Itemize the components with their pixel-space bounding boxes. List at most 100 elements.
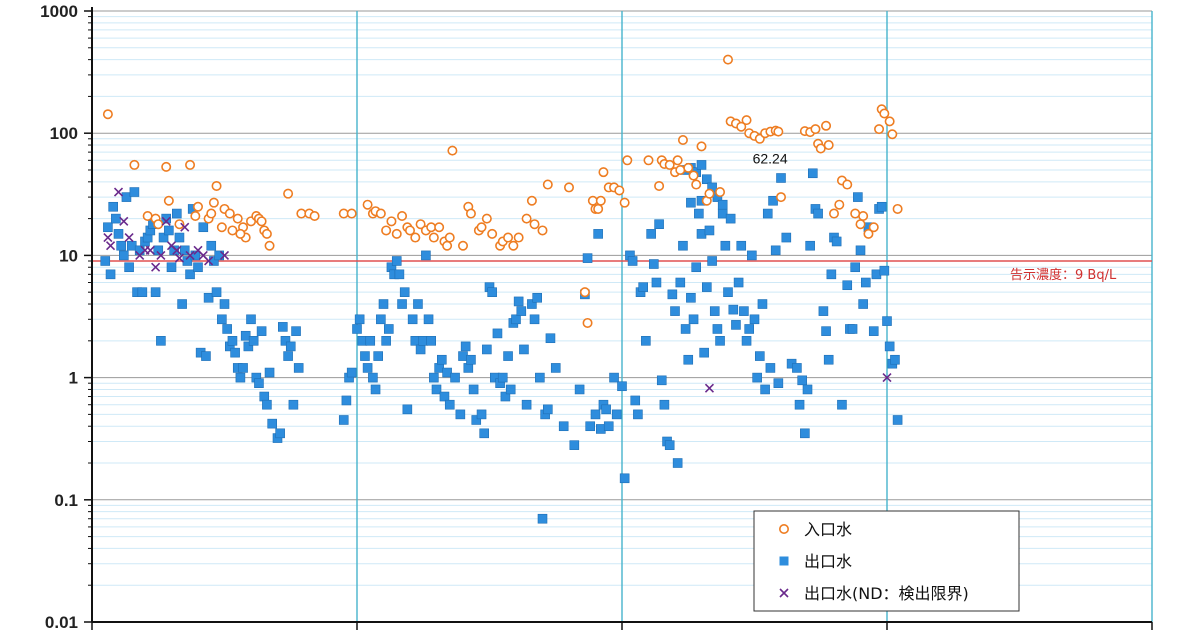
inlet-point — [206, 208, 217, 219]
outlet-point — [421, 250, 431, 261]
outlet-point — [471, 415, 482, 425]
inlet-point — [391, 228, 402, 239]
outlet-point — [805, 240, 815, 251]
outlet-point — [166, 262, 177, 273]
outlet-point — [482, 344, 492, 355]
outlet-point — [757, 299, 768, 309]
inlet-point — [375, 208, 386, 219]
nd-point — [145, 245, 155, 255]
outlet-point — [116, 240, 126, 251]
outlet-point — [370, 384, 381, 395]
annotations: 62.24 — [753, 150, 788, 166]
inlet-point — [362, 199, 373, 210]
nd-point — [151, 262, 161, 272]
outlet-point — [818, 306, 829, 316]
inlet-point — [163, 195, 174, 206]
outlet-point — [487, 287, 497, 297]
outlet-point — [707, 256, 717, 266]
outlet-point — [156, 336, 166, 346]
outlet-point — [285, 341, 296, 352]
inlet-point — [174, 219, 185, 230]
inlet-point — [775, 192, 786, 203]
outlet-point — [760, 384, 770, 395]
inlet-point — [675, 164, 686, 175]
inlet-point — [884, 116, 895, 127]
inlet-point — [664, 159, 675, 170]
inlet-point — [235, 228, 246, 239]
outlet-point — [503, 351, 513, 361]
inlet-point — [736, 121, 747, 132]
inlet-point — [309, 211, 320, 222]
outlet-point — [246, 314, 256, 325]
outlet-point — [111, 213, 121, 224]
outlet-point — [686, 197, 696, 208]
outlet-point — [410, 336, 421, 346]
inlet-point — [338, 208, 349, 219]
inlet-point — [447, 145, 458, 156]
inlet-point — [858, 211, 869, 222]
outlet-point — [667, 289, 678, 300]
outlet-point — [853, 192, 863, 202]
inlet-point — [868, 222, 879, 233]
inlet-point — [879, 108, 890, 119]
outlet-point — [362, 363, 373, 373]
outlet-point — [376, 314, 386, 325]
inlet-point — [211, 180, 222, 191]
outlet-point — [619, 473, 630, 484]
outlet-point — [794, 399, 805, 410]
y-tick-label: 0.01 — [45, 613, 78, 630]
inlet-point — [193, 201, 204, 212]
inlet-point — [142, 211, 153, 222]
outlet-point — [739, 306, 749, 316]
inlet-point — [404, 225, 415, 236]
reference-line-label: 告示濃度：9 Bq/L — [1010, 267, 1117, 283]
inlet-point — [232, 213, 243, 224]
outlet-point — [399, 287, 410, 297]
y-tick-label: 1 — [69, 369, 78, 388]
outlet-point — [240, 330, 251, 341]
outlet-point — [686, 292, 696, 303]
outlet-point — [882, 316, 892, 326]
outlet-point — [394, 269, 405, 280]
inlet-point — [102, 109, 113, 120]
outlet-point — [280, 336, 291, 346]
inlet-point — [821, 120, 832, 131]
outlet-point — [558, 421, 569, 432]
inlet-point — [688, 170, 699, 181]
inlet-point — [834, 199, 845, 210]
outlet-point — [254, 378, 264, 388]
outlet-point — [807, 168, 818, 179]
outlet-point — [683, 354, 694, 365]
outlet-point — [516, 306, 527, 316]
outlet-point — [198, 222, 209, 233]
legend-label: 出口水(ND：検出限界) — [804, 584, 969, 603]
outlet-point — [694, 208, 704, 219]
inlet-point — [874, 124, 885, 135]
outlet-point — [365, 336, 376, 346]
inlet-point — [722, 54, 733, 65]
outlet-point — [511, 314, 521, 325]
outlet-point — [129, 187, 140, 197]
outlet-point — [712, 324, 723, 334]
inlet-point — [529, 219, 540, 230]
outlet-point — [108, 201, 118, 212]
outlet-point — [823, 354, 834, 365]
inlet-point — [850, 208, 861, 219]
outlet-point — [450, 372, 460, 383]
outlet-point — [256, 326, 267, 336]
outlet-point — [352, 324, 362, 334]
outlet-point — [648, 259, 659, 269]
outlet-point — [179, 245, 190, 256]
outlet-point — [770, 245, 781, 256]
inlet-point — [654, 180, 665, 191]
inlet-point — [256, 216, 267, 227]
outlet-point — [126, 240, 137, 251]
outlet-point — [124, 262, 134, 273]
inlet-point — [208, 197, 219, 208]
inlet-point — [526, 195, 537, 206]
inlet-point — [887, 129, 898, 140]
outlet-point — [137, 287, 148, 297]
outlet-point — [847, 324, 858, 334]
inlet-point — [595, 195, 606, 206]
